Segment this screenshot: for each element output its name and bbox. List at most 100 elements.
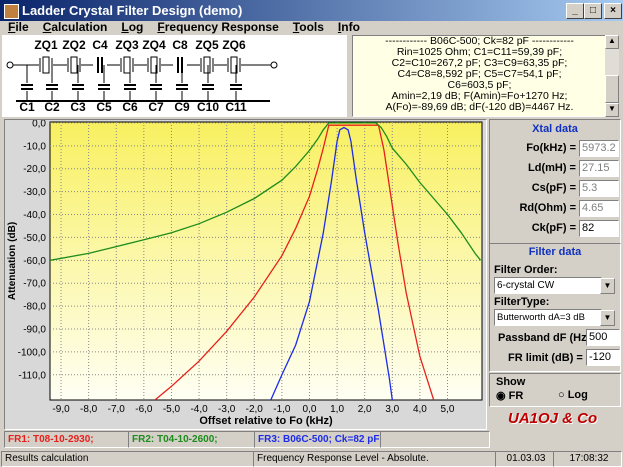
schematic: ZQ1 ZQ2 C4 ZQ3 ZQ4 C8 ZQ5 ZQ6 C1 C2 C3 C5 C6 C7 C9 C10 C… [2, 35, 347, 117]
radio-log[interactable]: ○ Log [558, 389, 588, 401]
x-tick-label: -4,0 [190, 404, 208, 415]
menu-item[interactable]: File [8, 20, 29, 34]
x-tick-label: -5,0 [163, 404, 181, 415]
field-input[interactable]: 27.15 [579, 160, 619, 177]
y-tick-label: -30,0 [23, 187, 46, 198]
crystal [150, 56, 158, 74]
x-tick-label: -9,0 [52, 404, 70, 415]
y-tick-label: -70,0 [23, 279, 46, 290]
label: Filter Order: [494, 264, 558, 276]
field-input[interactable]: 5973.2 [579, 140, 619, 157]
component-bg [97, 83, 111, 91]
terminal [270, 61, 278, 69]
plot-area [49, 121, 483, 401]
info-line: Rin=1025 Ohm; C1=C11=59,39 pF; [396, 46, 563, 58]
x-tick-label: -7,0 [108, 404, 126, 415]
component-label: ZQ4 [142, 38, 166, 52]
component-bg [45, 83, 59, 91]
status-cell: 17:08:32 [553, 451, 622, 467]
menu-item[interactable]: Frequency Response [157, 20, 279, 34]
logo: UA1OJ & Co [508, 410, 598, 427]
app-icon [4, 4, 19, 19]
field-label: Ck(pF) = [531, 222, 576, 234]
maximize-button[interactable]: □ [584, 3, 602, 19]
component-label: C2 [44, 100, 60, 114]
menu-item[interactable]: Log [121, 20, 144, 34]
component-label: C8 [172, 38, 188, 52]
info-line: A(Fo)=-89,69 dB; dF(-120 dB)=4467 Hz. [385, 101, 574, 113]
x-tick-label: 4,0 [413, 404, 427, 415]
order-select[interactable]: 6-crystal CW [494, 277, 602, 294]
legend-entry: FR3: B06C-500; Ck=82 pF [254, 431, 381, 448]
show-panel: Show ◉ FR ○ Log [489, 373, 621, 407]
dropdown-button[interactable]: ▼ [600, 310, 615, 326]
radio-label: FR [508, 390, 524, 402]
schematic-bg [2, 35, 347, 117]
info-line: C2=C10=267,2 pF; C3=C9=63,35 pF; [391, 57, 568, 69]
crystal [123, 56, 131, 74]
x-tick-label: 3,0 [385, 404, 399, 415]
y-tick-label: -60,0 [23, 256, 46, 267]
menu-item[interactable]: Info [337, 20, 360, 34]
close-button[interactable]: × [604, 3, 622, 19]
component-bg [201, 83, 215, 91]
menu-bar: File Calculation Log Frequency Response Tool… [8, 20, 374, 35]
info-line: ------------ B06C-500; Ck=82 pF --------… [385, 35, 574, 47]
y-tick-label: 0,0 [32, 120, 46, 129]
title-bar: Ladder Crystal Filter Design (demo) _ □ … [0, 0, 623, 21]
menu-item[interactable]: Tools [292, 20, 324, 34]
limit-input[interactable]: -120 [586, 349, 620, 366]
filter-panel: Filter data Filter Order: 6-crystal CW ▼… [489, 243, 621, 372]
component-label: ZQ6 [222, 38, 246, 52]
component-bg [93, 56, 107, 74]
crystal [42, 56, 50, 74]
status-cell: Frequency Response Level - Absolute. [253, 451, 496, 467]
x-tick-label: 5,0 [441, 404, 455, 415]
component-label: C1 [19, 100, 35, 114]
x-tick-label: -2,0 [246, 404, 264, 415]
component-label: C4 [92, 38, 108, 52]
info-line: C6=603,5 pF; [447, 79, 512, 91]
y-tick-label: -80,0 [23, 302, 46, 313]
info-line: Amin=2,19 dB; F(Amin)=Fo+1270 Hz; [391, 90, 568, 102]
radio-fr[interactable]: ◉ FR [496, 390, 524, 402]
field-label: Cs(pF) = [531, 182, 576, 194]
x-tick-label: 1,0 [330, 404, 344, 415]
component-label: C3 [70, 100, 86, 114]
dropdown-button[interactable]: ▼ [600, 278, 615, 294]
y-axis-title: Attenuation (dB) [7, 222, 18, 300]
field-label: Fo(kHz) = [526, 142, 576, 154]
component-label: C5 [96, 100, 112, 114]
terminal [6, 61, 14, 69]
component-bg [149, 83, 163, 91]
y-tick-label: -50,0 [23, 233, 46, 244]
component-bg [123, 83, 137, 91]
crystal [203, 56, 211, 74]
field-input[interactable]: 82 [579, 220, 619, 237]
group-title: Show [496, 376, 526, 388]
window-title: Ladder Crystal Filter Design (demo) [22, 3, 243, 18]
minimize-button[interactable]: _ [566, 3, 584, 19]
panel-title: Filter data [528, 246, 582, 258]
field-input[interactable]: 5.3 [579, 180, 619, 197]
status-cell: 01.03.03 [495, 451, 554, 467]
legend-entry: FR2: T04-10-2600; [128, 431, 255, 448]
component-bg [71, 83, 85, 91]
field-input[interactable]: 4.65 [579, 200, 619, 217]
field-label: Ld(mH) = [528, 162, 576, 174]
status-cell: Results calculation [1, 451, 254, 467]
panel-title: Xtal data [532, 123, 578, 135]
y-tick-label: -110,0 [18, 370, 46, 381]
menu-item[interactable]: Calculation [42, 20, 108, 34]
type-select[interactable]: Butterworth dA=3 dB [494, 309, 602, 326]
component-label: ZQ2 [62, 38, 86, 52]
series-line [154, 124, 435, 400]
scrollbar[interactable]: ▲ ▼ [605, 35, 619, 117]
component-label: ZQ1 [34, 38, 58, 52]
x-tick-label: -6,0 [135, 404, 153, 415]
component-label: C6 [122, 100, 138, 114]
passband-input[interactable]: 500 [586, 329, 620, 346]
component-bg [229, 83, 243, 91]
component-label: ZQ5 [195, 38, 219, 52]
y-tick-label: -90,0 [23, 325, 46, 336]
